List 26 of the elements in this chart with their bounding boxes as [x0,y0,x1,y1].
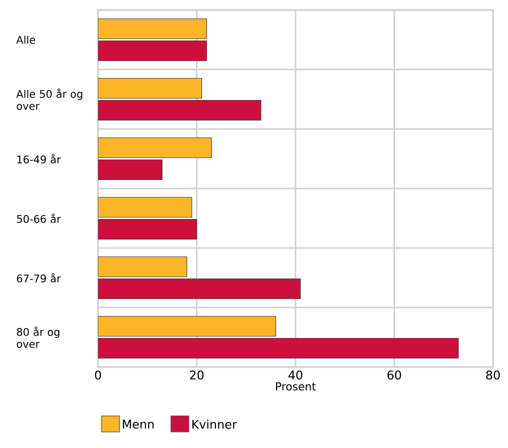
bar [98,78,202,99]
bar [98,159,162,180]
bar [98,338,459,359]
bar [98,196,192,218]
y-tick-label: 67-79 år [16,273,61,282]
y-tick-label: 50-66 år [17,214,61,223]
bar [98,278,301,300]
legend-label: Menn [122,420,154,429]
bar [98,218,198,240]
bar [98,316,276,337]
x-tick-label: 80 [486,370,500,380]
x-tick-label: 60 [387,370,402,380]
bar [98,137,212,158]
bar [98,40,207,62]
x-tick-label: 0 [94,370,102,380]
y-tick-label: Alle [16,36,36,44]
x-tick-label: 20 [190,370,204,380]
bar [98,18,207,40]
x-tick-label: 40 [288,370,302,380]
legend-label: Kvinner [192,420,237,429]
bar [98,256,188,278]
bar [98,100,262,121]
x-axis-title: Prosent [276,382,316,391]
y-tick-label: 80 år og over [16,326,60,348]
y-tick-label: Alle 50 år og over [16,88,82,110]
y-tick-label: 16-49 år [17,154,61,164]
